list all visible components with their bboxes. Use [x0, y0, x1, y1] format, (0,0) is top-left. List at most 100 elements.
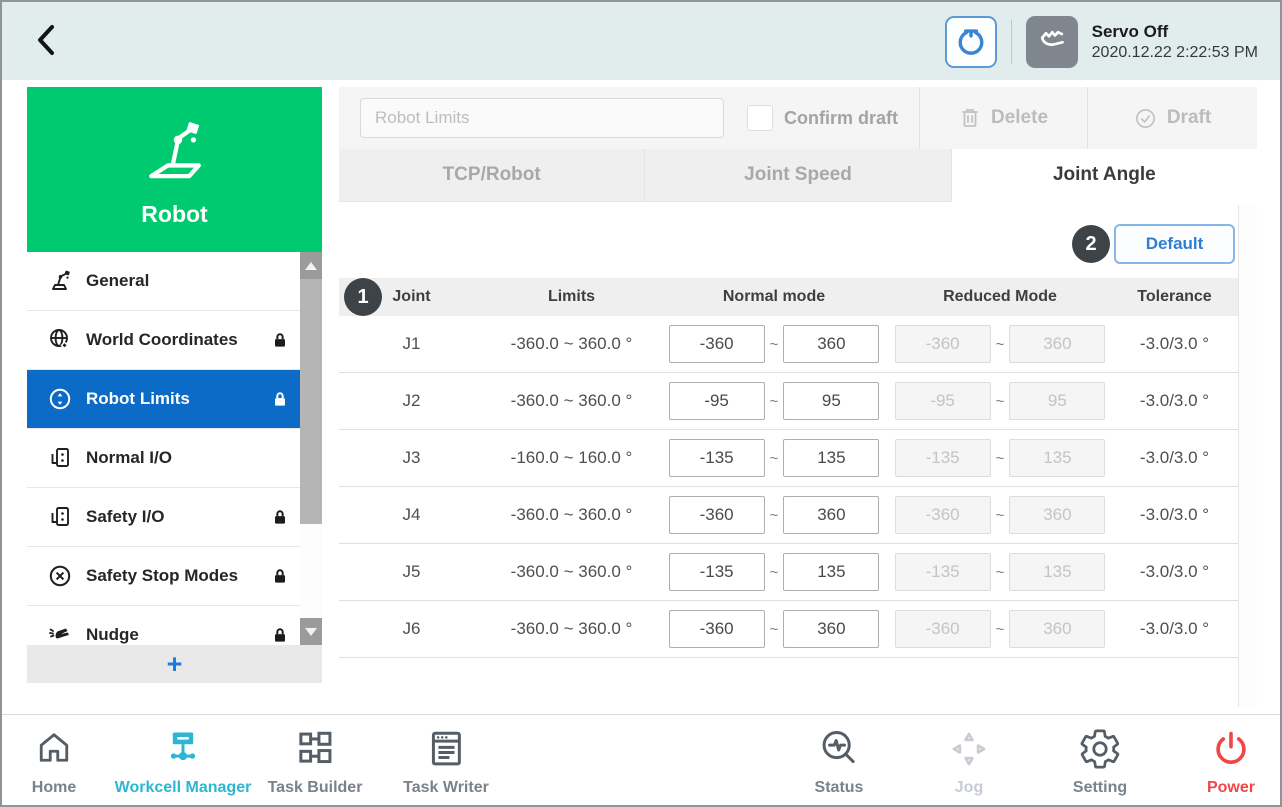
- io-port-icon: [47, 504, 73, 530]
- confirm-draft-checkbox[interactable]: [747, 105, 773, 131]
- limits-cell: -360.0 ~ 360.0 °: [510, 619, 633, 638]
- sidebar-item-nudge[interactable]: Nudge: [27, 606, 322, 645]
- reduced-max-input: [1009, 496, 1106, 534]
- tolerance-cell: -3.0/3.0 °: [1139, 562, 1210, 581]
- jog-icon: [947, 725, 991, 773]
- scrollbar-track[interactable]: [300, 524, 322, 618]
- joint-cell: J4: [402, 505, 421, 524]
- gripper-button[interactable]: [944, 16, 997, 68]
- lock-icon: [270, 566, 290, 586]
- task-builder-icon: [293, 725, 337, 773]
- reduced-max-input: [1009, 325, 1106, 363]
- top-divider: [1010, 20, 1012, 64]
- sidebar-item-robot-limits[interactable]: Robot Limits: [27, 370, 322, 429]
- tilde-separator: ~: [769, 392, 779, 410]
- tolerance-cell: -3.0/3.0 °: [1139, 334, 1210, 353]
- nav-item-task-writer[interactable]: Task Writer: [361, 725, 531, 797]
- nav-item-power[interactable]: Power: [1146, 725, 1280, 797]
- normal-min-input[interactable]: [668, 553, 765, 591]
- reduced-min-input: [894, 553, 991, 591]
- sidebar-item-label: World Coordinates: [86, 330, 238, 349]
- joint-angle-panel: Default 2 1 Joint Limits Normal mode Red…: [339, 202, 1257, 707]
- table-header: Joint Limits Normal mode Reduced Mode To…: [339, 278, 1238, 316]
- normal-min-input[interactable]: [668, 496, 765, 534]
- joint-cell: J3: [402, 448, 421, 467]
- hand-mode-indicator[interactable]: [1025, 16, 1078, 68]
- default-button[interactable]: Default: [1114, 224, 1235, 264]
- bottom-nav: Home Workcell Manager Task Builder Task …: [2, 714, 1280, 805]
- nav-item-home[interactable]: Home: [2, 725, 139, 797]
- limits-name-input[interactable]: [360, 98, 724, 138]
- sidebar-item-safety-i-o[interactable]: Safety I/O: [27, 488, 322, 547]
- reduced-max-input: [1009, 610, 1106, 648]
- reduced-min-input: [894, 382, 991, 420]
- nav-item-setting[interactable]: Setting: [1015, 725, 1185, 797]
- normal-max-input[interactable]: [783, 553, 880, 591]
- normal-min-input[interactable]: [668, 610, 765, 648]
- nav-item-label: Jog: [954, 779, 984, 796]
- sidebar-menu: General World Coordinates Robot Limits: [27, 252, 322, 645]
- add-item-button[interactable]: +: [27, 645, 322, 683]
- content-scrollbar[interactable]: [1238, 205, 1257, 707]
- nav-item-label: Home: [31, 779, 77, 796]
- servo-status-block: Servo Off 2020.12.22 2:22:53 PM: [1092, 21, 1258, 64]
- lock-icon: [270, 507, 290, 527]
- sidebar-title: Robot: [141, 200, 208, 227]
- lock-icon: [270, 389, 290, 409]
- scroll-down-icon: [305, 627, 317, 636]
- task-writer-icon: [424, 725, 468, 773]
- sidebar-item-normal-i-o[interactable]: Normal I/O: [27, 429, 322, 488]
- sidebar-item-label: General: [86, 271, 150, 290]
- normal-max-input[interactable]: [783, 325, 880, 363]
- col-reduced-mode: Reduced Mode: [943, 288, 1057, 305]
- chevron-left-icon: [31, 22, 63, 61]
- joint-cell: J5: [402, 562, 421, 581]
- delete-label: Delete: [990, 107, 1049, 128]
- nav-item-status[interactable]: Status: [754, 725, 924, 797]
- scrollbar-thumb[interactable]: [300, 279, 322, 524]
- delete-button[interactable]: Delete: [919, 87, 1087, 149]
- scroll-down-button[interactable]: [300, 618, 322, 645]
- tolerance-cell: -3.0/3.0 °: [1139, 505, 1210, 524]
- tolerance-cell: -3.0/3.0 °: [1139, 391, 1210, 410]
- nav-item-label: Setting: [1072, 779, 1128, 796]
- confirm-draft-label: Confirm draft: [784, 107, 898, 128]
- table-row: J5 -360.0 ~ 360.0 ° ~ ~ -3.0/3.0 °: [339, 544, 1238, 601]
- nav-item-workcell-manager[interactable]: Workcell Manager: [98, 725, 268, 797]
- draft-toolbar: Confirm draft Delete Draft: [339, 87, 1257, 149]
- draft-button[interactable]: Draft: [1087, 87, 1257, 149]
- timestamp: 2020.12.22 2:22:53 PM: [1091, 43, 1258, 61]
- draft-label: Draft: [1166, 107, 1212, 128]
- normal-min-input[interactable]: [668, 382, 765, 420]
- sidebar-item-safety-stop-modes[interactable]: Safety Stop Modes: [27, 547, 322, 606]
- normal-min-input[interactable]: [668, 325, 765, 363]
- setting-gear-icon: [1078, 725, 1122, 773]
- scroll-up-button[interactable]: [300, 252, 322, 279]
- sidebar-item-label: Safety Stop Modes: [86, 566, 239, 585]
- limits-tabs: TCP/Robot Joint Speed Joint Angle: [339, 149, 1257, 202]
- tab-joint-angle[interactable]: Joint Angle: [951, 149, 1257, 202]
- limits-cell: -160.0 ~ 160.0 °: [510, 448, 633, 467]
- top-status-cluster: Servo Off 2020.12.22 2:22:53 PM: [944, 15, 1258, 69]
- normal-max-input[interactable]: [783, 496, 880, 534]
- status-icon: [817, 725, 861, 773]
- nav-item-jog[interactable]: Jog: [884, 725, 1054, 797]
- tilde-separator: ~: [769, 563, 779, 581]
- table-row: J6 -360.0 ~ 360.0 ° ~ ~ -3.0/3.0 °: [339, 601, 1238, 658]
- nav-item-label: Workcell Manager: [114, 779, 252, 796]
- gripper-icon: [954, 24, 988, 61]
- check-circle-icon: [1134, 107, 1157, 130]
- tab-tcp-robot[interactable]: TCP/Robot: [339, 149, 646, 202]
- normal-max-input[interactable]: [783, 439, 880, 477]
- back-button[interactable]: [26, 18, 68, 64]
- normal-min-input[interactable]: [668, 439, 765, 477]
- sidebar-item-general[interactable]: General: [27, 252, 322, 311]
- globe-icon: [47, 327, 73, 353]
- nav-item-task-builder[interactable]: Task Builder: [230, 725, 400, 797]
- tab-joint-speed[interactable]: Joint Speed: [645, 149, 952, 202]
- normal-max-input[interactable]: [783, 610, 880, 648]
- col-tolerance: Tolerance: [1137, 288, 1212, 305]
- sidebar-item-world-coordinates[interactable]: World Coordinates: [27, 311, 322, 370]
- normal-max-input[interactable]: [783, 382, 880, 420]
